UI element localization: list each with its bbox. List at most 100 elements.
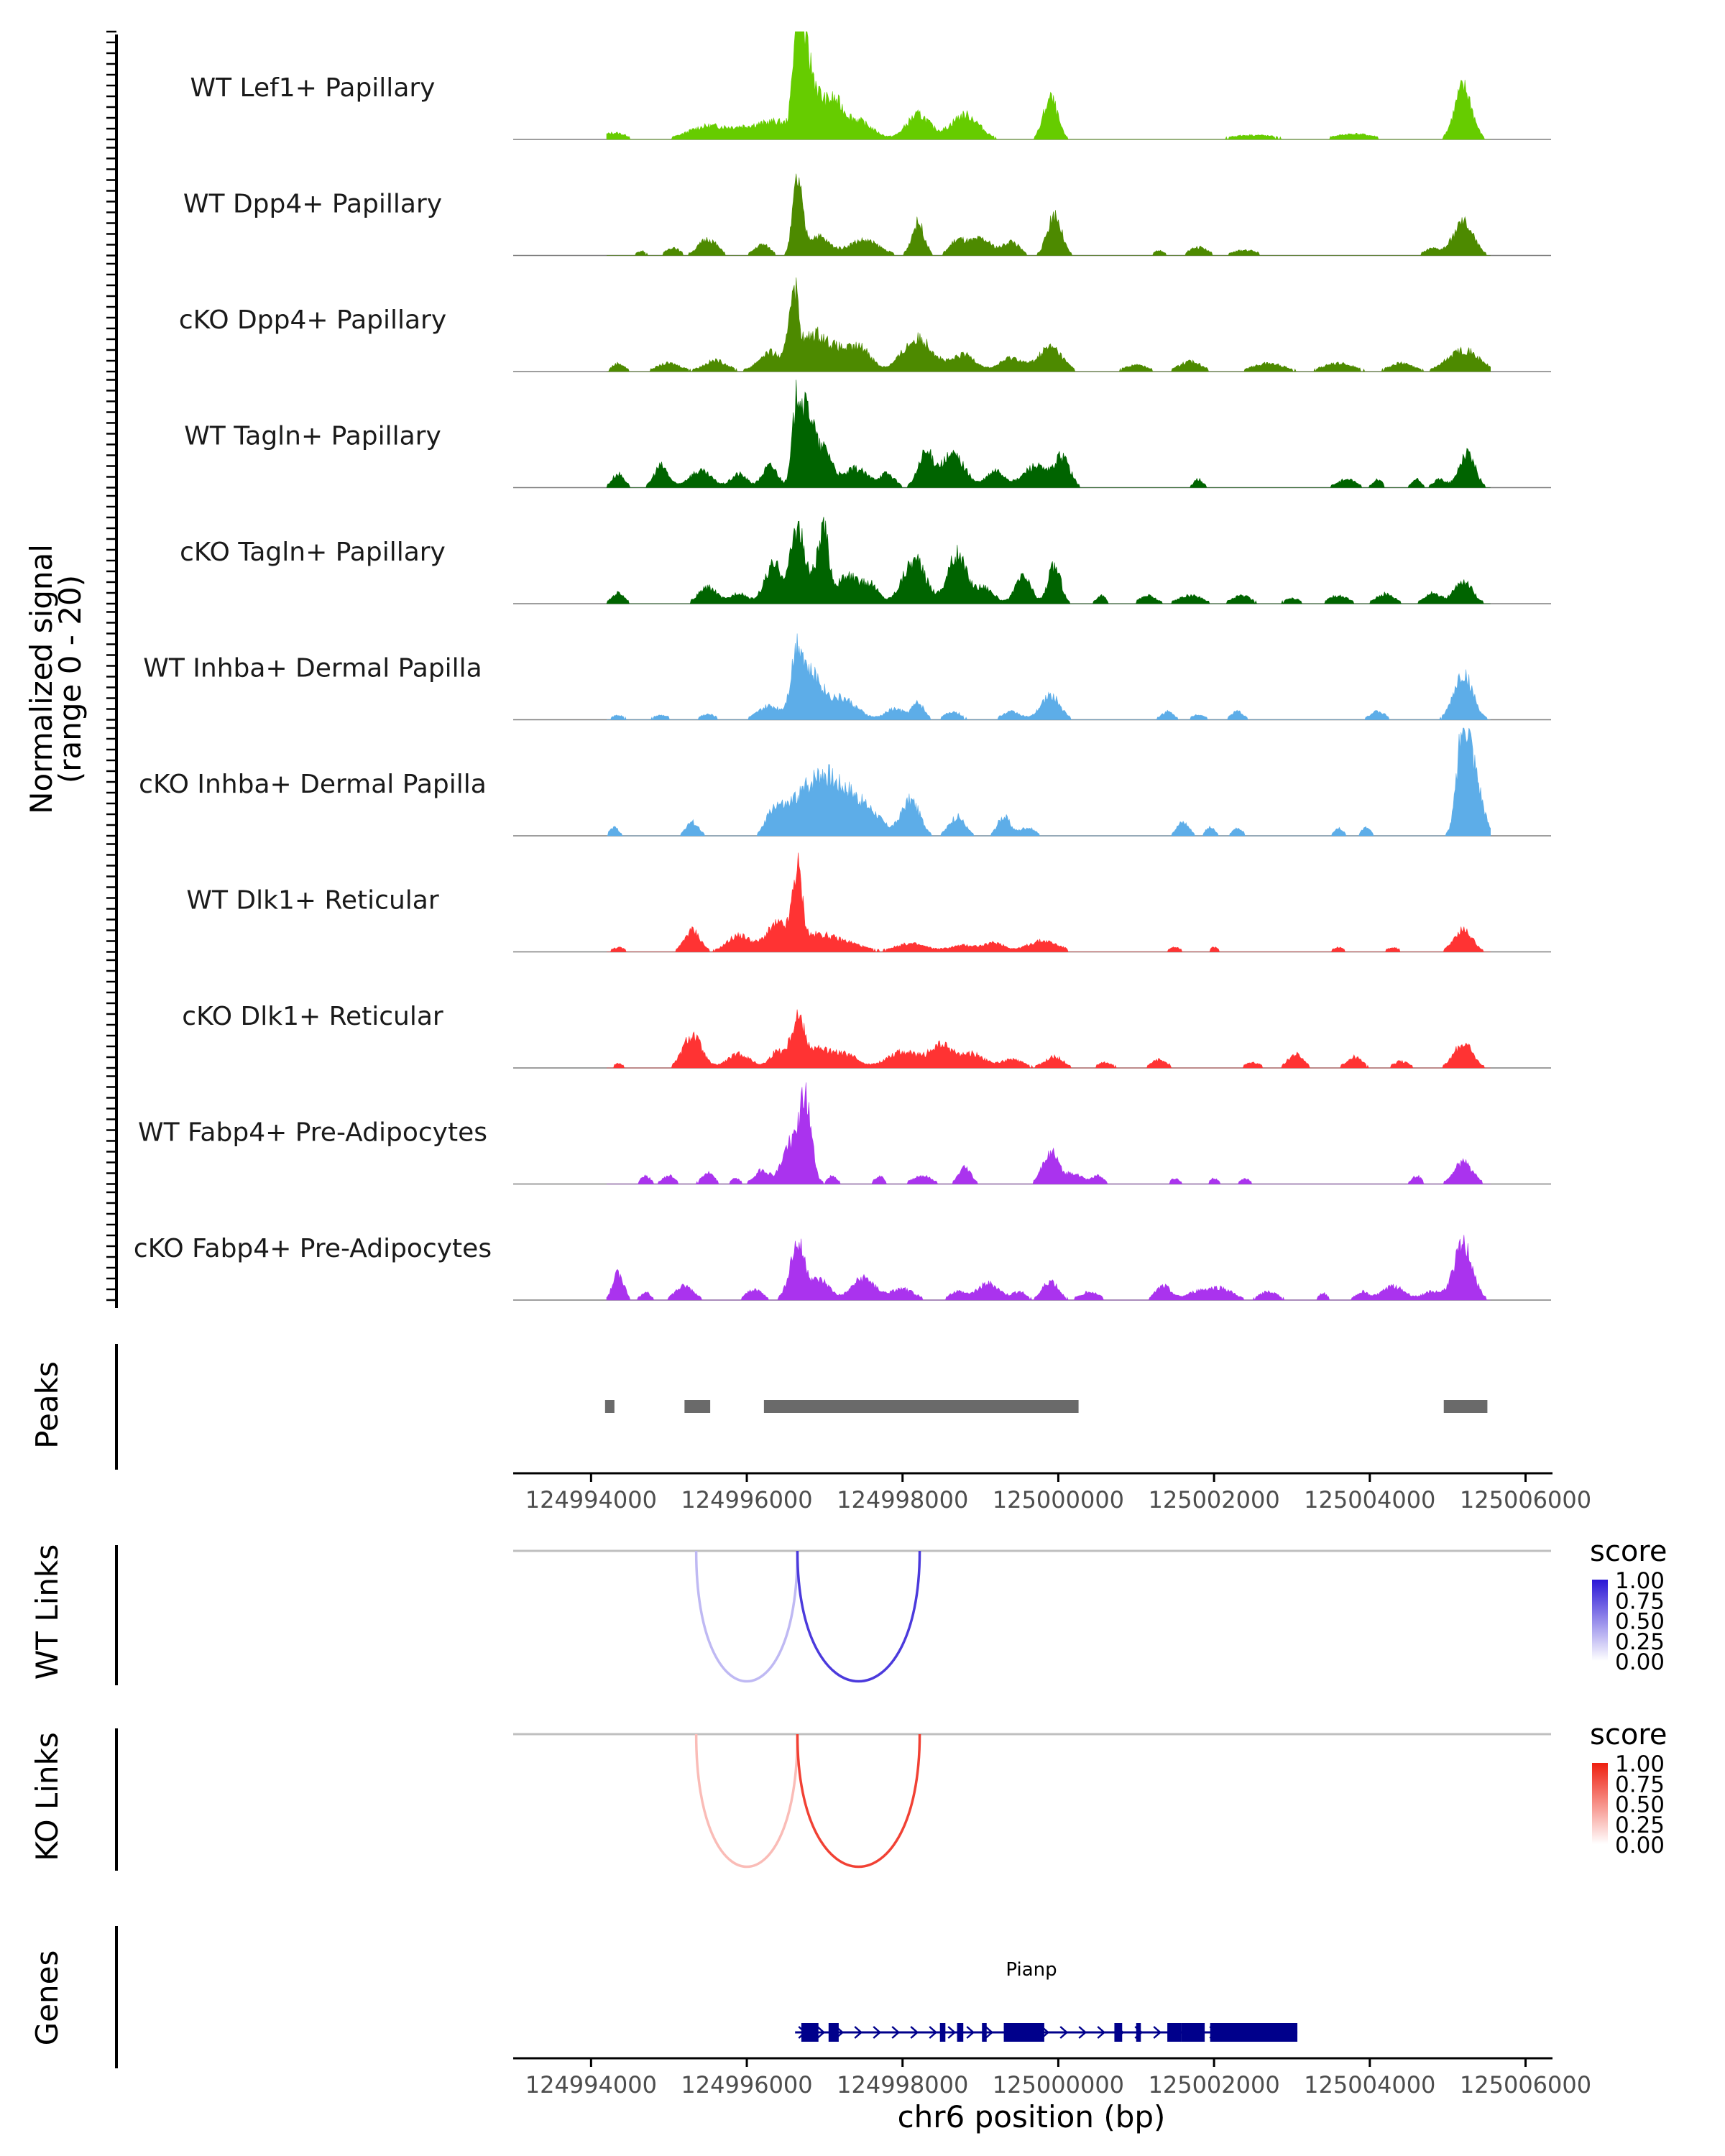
coverage-area xyxy=(607,633,1491,721)
x-tick-label: 124998000 xyxy=(837,2071,968,2099)
coverage-ylabel-line2: (range 0 - 20) xyxy=(52,575,88,783)
link-arc xyxy=(694,1733,799,1869)
legend-tick-label: 0.50 xyxy=(1615,1792,1665,1818)
coverage-area xyxy=(607,277,1491,373)
gene-exon xyxy=(1003,2023,1044,2042)
legend-tick-label: 0.25 xyxy=(1615,1812,1665,1838)
coverage-area xyxy=(606,517,1491,604)
track-label: WT Lef1+ Papillary xyxy=(190,73,436,103)
gene-label: Pianp xyxy=(1006,1959,1057,1981)
legend-tick-label: 0.75 xyxy=(1615,1772,1665,1797)
track-label: cKO Inhba+ Dermal Papilla xyxy=(139,770,487,799)
peaks-ylabel: Peaks xyxy=(29,1361,65,1449)
legend-tick-label: 1.00 xyxy=(1615,1568,1665,1594)
track-label: WT Fabp4+ Pre-Adipocytes xyxy=(138,1118,487,1148)
peak-interval xyxy=(1443,1400,1488,1413)
strand-arrow xyxy=(816,2026,826,2039)
coverage-area xyxy=(607,1009,1491,1069)
gene-exon xyxy=(939,2023,946,2042)
x-axis-middle: 124994000 124996000 124998000 125000000 1250… xyxy=(513,1472,1591,1514)
track-label: cKO Dlk1+ Reticular xyxy=(182,1002,443,1031)
track-label: cKO Fabp4+ Pre-Adipocytes xyxy=(134,1234,492,1263)
peak-interval xyxy=(684,1400,711,1413)
x-tick-label: 124994000 xyxy=(525,1486,657,1514)
link-arc xyxy=(796,1550,921,1683)
track-label: WT Tagln+ Papillary xyxy=(184,422,441,451)
track-label: WT Dlk1+ Reticular xyxy=(186,886,438,916)
coverage-area xyxy=(606,379,1491,488)
x-tick-label: 125002000 xyxy=(1148,2071,1279,2099)
coverage-area xyxy=(607,173,1491,257)
link-arc xyxy=(694,1550,799,1683)
genes-panel xyxy=(115,1926,1298,2068)
coverage-panel: WT Lef1+ Papillary WT Dpp4+ Papillary cKO … xyxy=(106,30,1551,1308)
legend-tick-label: 0.75 xyxy=(1615,1588,1665,1614)
gene-exon xyxy=(828,2023,839,2042)
ko-links-ylabel: KO Links xyxy=(29,1732,65,1861)
strand-arrow xyxy=(966,2026,975,2039)
strand-arrow xyxy=(891,2026,901,2039)
gene-exon xyxy=(1114,2023,1123,2042)
strand-arrow xyxy=(1097,2026,1106,2039)
strand-arrow xyxy=(1059,2026,1069,2039)
strand-arrow xyxy=(1078,2026,1087,2039)
strand-arrow xyxy=(985,2026,994,2039)
gene-exon xyxy=(1210,2023,1298,2042)
coverage-area xyxy=(607,1082,1491,1185)
x-tick-label: 125006000 xyxy=(1460,2071,1591,2099)
legend-tick-label: 1.00 xyxy=(1615,1751,1665,1777)
peaks-panel xyxy=(115,1344,1488,1470)
strand-arrow xyxy=(854,2026,863,2039)
x-tick-label: 125002000 xyxy=(1148,1486,1279,1514)
x-axis-bottom: 124994000 124996000 124998000 125000000 1250… xyxy=(513,2057,1591,2099)
legend-title: score xyxy=(1590,1718,1667,1751)
strand-arrow xyxy=(947,2026,957,2039)
coverage-area xyxy=(607,852,1491,953)
gene-exon xyxy=(1136,2023,1141,2042)
legend-title: score xyxy=(1590,1535,1667,1568)
x-tick-label: 125000000 xyxy=(993,2071,1124,2099)
gene-exon xyxy=(1181,2023,1205,2042)
link-arc xyxy=(796,1733,921,1869)
coverage-area xyxy=(606,1235,1491,1301)
coverage-area xyxy=(607,727,1491,837)
x-tick-label: 124998000 xyxy=(837,1486,968,1514)
legend-colorbar xyxy=(1592,1763,1608,1844)
peak-interval xyxy=(763,1400,1079,1413)
x-tick-label: 125004000 xyxy=(1304,2071,1435,2099)
track-label: WT Dpp4+ Papillary xyxy=(183,190,442,219)
coverage-area xyxy=(606,31,1491,140)
genes-ylabel: Genes xyxy=(29,1950,65,2046)
x-axis-title: chr6 position (bp) xyxy=(898,2099,1166,2134)
x-tick-label: 125006000 xyxy=(1460,1486,1591,1514)
track-label: cKO Dpp4+ Papillary xyxy=(179,305,446,335)
track-label: cKO Tagln+ Papillary xyxy=(180,538,446,567)
gene-exon xyxy=(801,2023,819,2042)
legend-tick-label: 0.50 xyxy=(1615,1609,1665,1635)
strand-arrow xyxy=(929,2026,938,2039)
legend-tick-label: 0.00 xyxy=(1615,1649,1665,1675)
x-tick-label: 124996000 xyxy=(681,1486,812,1514)
legend-tick-label: 0.00 xyxy=(1615,1833,1665,1858)
strand-arrow xyxy=(873,2026,882,2039)
x-tick-label: 124994000 xyxy=(525,2071,657,2099)
legend-tick-label: 0.25 xyxy=(1615,1629,1665,1655)
x-tick-label: 125004000 xyxy=(1304,1486,1435,1514)
wt-links-ylabel: WT Links xyxy=(29,1544,65,1680)
coverage-ylabel-line1: Normalized signal xyxy=(24,544,59,814)
track-label: WT Inhba+ Dermal Papilla xyxy=(143,654,482,683)
strand-arrow xyxy=(1153,2026,1162,2039)
strand-arrow xyxy=(910,2026,919,2039)
peak-interval xyxy=(604,1400,615,1413)
x-tick-label: 124996000 xyxy=(681,2071,812,2099)
gene-exon xyxy=(982,2023,987,2042)
x-tick-label: 125000000 xyxy=(993,1486,1124,1514)
gene-exon xyxy=(957,2023,964,2042)
legend-colorbar xyxy=(1592,1580,1608,1661)
gene-exon xyxy=(1167,2023,1182,2042)
